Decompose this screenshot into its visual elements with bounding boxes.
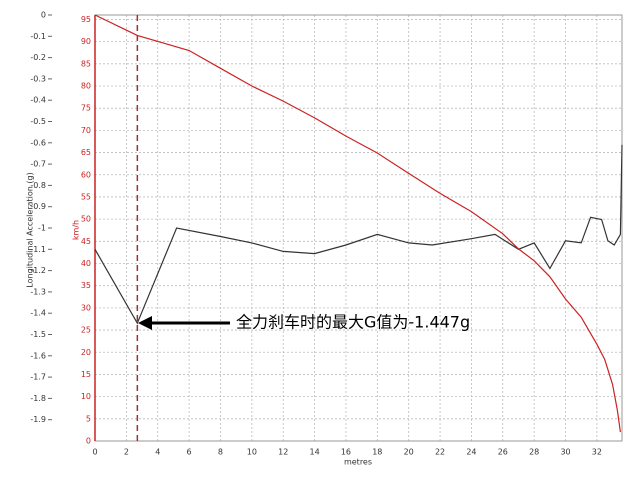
y2-tick-label: 55 — [81, 192, 91, 201]
y-tick-label: -0.7 — [30, 160, 46, 169]
y2-tick-label: 50 — [81, 215, 91, 224]
y-tick-label: -0.5 — [30, 117, 46, 126]
y2-tick-label: 65 — [81, 148, 91, 157]
x-tick-label: 24 — [466, 448, 476, 457]
y2-tick-label: 80 — [81, 82, 91, 91]
x-tick-label: 16 — [341, 448, 351, 457]
y2-tick-label: 95 — [81, 15, 91, 24]
y2-tick-label: 15 — [81, 370, 91, 379]
y2-tick-label: 35 — [81, 281, 91, 290]
y-tick-label: -0.3 — [30, 74, 46, 83]
annotation-arrowhead — [138, 316, 152, 330]
y-tick-label: 0 — [41, 11, 46, 20]
x-tick-label: 26 — [498, 448, 508, 457]
x-tick-label: 4 — [155, 448, 160, 457]
y2-axis-label: km/h — [72, 220, 81, 240]
y2-tick-label: 45 — [81, 237, 91, 246]
y2-tick-label: 30 — [81, 303, 91, 312]
x-tick-label: 8 — [218, 448, 223, 457]
x-tick-label: 32 — [592, 448, 602, 457]
y-tick-label: -0.1 — [30, 32, 46, 41]
y-tick-label: -1.8 — [30, 394, 46, 403]
y-tick-label: -1 — [38, 224, 46, 233]
y2-tick-label: 75 — [81, 104, 91, 113]
y-axis-label: Longitudinal Acceleration (g) — [26, 172, 35, 287]
y-tick-label: -1.3 — [30, 287, 46, 296]
x-tick-label: 28 — [529, 448, 539, 457]
series-line — [94, 14, 621, 433]
y2-tick-label: 40 — [81, 259, 91, 268]
y-tick-label: -0.6 — [30, 138, 46, 147]
y2-tick-label: 70 — [81, 126, 91, 135]
y2-tick-label: 85 — [81, 59, 91, 68]
x-tick-label: 20 — [404, 448, 414, 457]
y-tick-label: -0.2 — [30, 53, 46, 62]
y-tick-label: -1.7 — [30, 373, 46, 382]
x-tick-label: 10 — [247, 448, 257, 457]
y-tick-label: -0.4 — [30, 96, 46, 105]
y-tick-label: -1.9 — [30, 415, 46, 424]
y-tick-label: -1.2 — [30, 266, 46, 275]
series-line — [94, 144, 623, 325]
y-tick-label: -1.6 — [30, 351, 46, 360]
x-tick-label: 0 — [92, 448, 97, 457]
x-tick-label: 18 — [372, 448, 382, 457]
y-tick-label: -1.4 — [30, 309, 46, 318]
x-tick-label: 2 — [124, 448, 129, 457]
x-axis-label: metres — [344, 458, 372, 467]
y2-tick-label: 60 — [81, 170, 91, 179]
x-tick-label: 30 — [560, 448, 570, 457]
x-tick-label: 12 — [278, 448, 288, 457]
x-tick-label: 6 — [187, 448, 192, 457]
y-tick-label: -1.1 — [30, 245, 46, 254]
y-tick-label: -0.8 — [30, 181, 46, 190]
plot-frame — [94, 14, 623, 442]
y-tick-label: -0.9 — [30, 202, 46, 211]
y2-tick-label: 25 — [81, 326, 91, 335]
y2-tick-label: 20 — [81, 348, 91, 357]
annotation: 全力刹车时的最大G值为-1.447g — [236, 313, 470, 332]
x-tick-label: 14 — [309, 448, 319, 457]
x-tick-label: 22 — [435, 448, 445, 457]
y2-tick-label: 5 — [86, 414, 91, 423]
y2-tick-label: 10 — [81, 392, 91, 401]
y2-tick-label: 0 — [86, 437, 91, 446]
y2-tick-label: 90 — [81, 37, 91, 46]
y-tick-label: -1.5 — [30, 330, 46, 339]
